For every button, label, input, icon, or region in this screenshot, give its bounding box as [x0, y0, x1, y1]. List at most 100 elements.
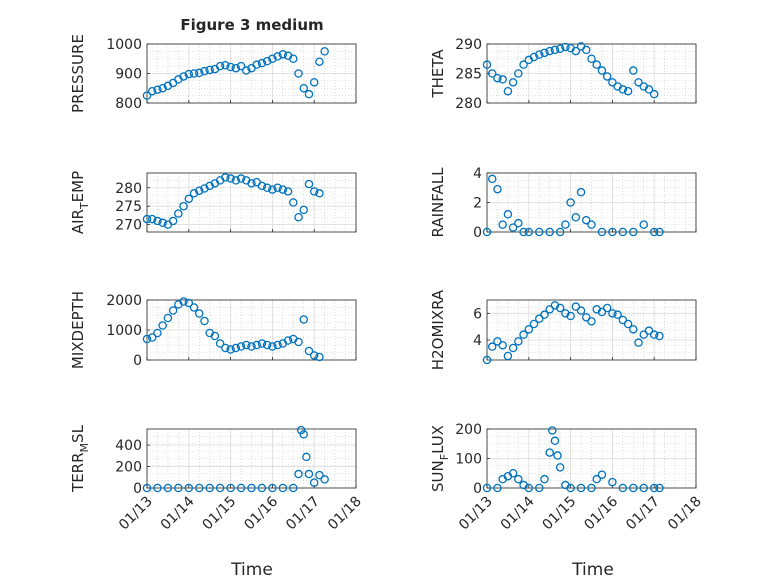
y-axis-label: AIRTEMP	[69, 171, 91, 234]
data-point	[278, 483, 288, 493]
x-tick-label: 01/16	[581, 493, 621, 533]
data-point	[540, 48, 549, 58]
data-point	[179, 72, 188, 81]
data-point	[508, 468, 518, 478]
data-point	[493, 184, 502, 194]
y-tick-label: 400	[115, 438, 142, 454]
data-point	[268, 483, 277, 493]
data-point	[634, 78, 643, 87]
data-point	[231, 176, 241, 185]
data-point	[618, 227, 628, 237]
data-point	[655, 483, 664, 493]
data-point	[309, 187, 319, 196]
data-point	[231, 343, 241, 353]
data-point	[519, 227, 528, 237]
y-tick-label: 275	[115, 199, 142, 215]
data-point	[571, 46, 581, 56]
y-axis-label: MIXDEPTH	[69, 291, 87, 369]
data-point	[550, 45, 560, 55]
y-axis-label: RAINFALL	[429, 167, 447, 238]
y-tick-label: 2	[473, 196, 482, 212]
data-point	[535, 50, 544, 59]
data-point	[163, 313, 173, 323]
data-point	[200, 184, 209, 193]
x-axis-label-left: Time	[230, 560, 273, 580]
data-point	[545, 305, 554, 314]
y-tick-label: 0	[133, 481, 142, 497]
data-point	[257, 339, 267, 348]
data-point	[618, 483, 628, 493]
data-point	[493, 483, 502, 493]
data-point	[629, 483, 638, 493]
data-point	[189, 69, 199, 78]
data-point	[623, 86, 633, 96]
data-point	[273, 183, 282, 192]
data-point	[555, 303, 565, 313]
x-axis-label-right: Time	[571, 560, 614, 580]
data-point	[142, 91, 152, 100]
data-point	[309, 478, 319, 487]
data-point	[550, 436, 560, 446]
data-point	[608, 477, 617, 487]
data-point	[566, 198, 575, 207]
y-tick-label: 285	[455, 67, 482, 83]
data-point	[215, 61, 225, 71]
data-point	[268, 54, 277, 64]
data-point	[553, 451, 562, 460]
data-point	[302, 452, 311, 462]
data-point	[142, 214, 152, 224]
data-point	[487, 342, 497, 351]
data-point	[315, 57, 324, 66]
data-point	[608, 309, 617, 318]
data-point	[289, 198, 298, 207]
data-point	[268, 185, 277, 194]
data-point	[247, 179, 256, 188]
data-point	[200, 66, 209, 76]
data-point	[153, 328, 162, 338]
data-point	[629, 66, 638, 75]
subplot-air-temp: 270 275 280 AIRTEMP	[69, 171, 357, 234]
data-point	[205, 65, 214, 75]
data-point	[519, 330, 528, 339]
data-point	[540, 310, 549, 319]
x-tick-label: 01/15	[200, 494, 240, 534]
subplot-terr-msl: 0 200 400 01/13 01/14 01/15 01/16 01/17 01/18 TER…	[69, 424, 365, 533]
data-point	[561, 42, 570, 52]
data-point	[548, 426, 557, 435]
data-point	[247, 483, 256, 493]
data-point	[639, 330, 649, 339]
data-point	[519, 60, 528, 69]
data-point	[639, 483, 649, 493]
data-point	[503, 86, 513, 96]
data-point	[503, 351, 513, 361]
y-tick-label: 0	[473, 481, 482, 497]
y-tick-label: 2000	[106, 293, 142, 309]
data-point	[655, 331, 664, 341]
y-tick-label: 4	[473, 333, 482, 349]
y-axis-label: SUNFLUX	[429, 425, 451, 492]
data-point	[142, 334, 152, 344]
data-point	[194, 309, 204, 318]
data-point	[597, 307, 607, 317]
data-point	[299, 84, 308, 93]
data-point	[320, 47, 329, 56]
data-point	[535, 483, 544, 493]
y-tick-label: 6	[473, 306, 482, 322]
data-point	[587, 317, 596, 326]
data-point	[566, 311, 575, 321]
data-point	[257, 58, 267, 68]
data-point	[184, 483, 194, 493]
data-point	[597, 227, 607, 237]
data-point	[174, 483, 183, 493]
data-point	[289, 54, 298, 64]
subplot-rainfall: 0 2 4 RAINFALL	[429, 166, 697, 241]
data-point	[576, 483, 586, 493]
data-point	[168, 216, 178, 226]
subplot-sun-flux: 0 100 200 01/13 01/14 01/15 01/16 01/17 01/18 SUN…	[429, 422, 705, 533]
y-tick-label: 100	[455, 452, 482, 468]
data-point	[587, 483, 596, 493]
y-tick-label: 4	[473, 166, 482, 182]
data-point	[535, 314, 544, 323]
data-point	[514, 69, 523, 78]
